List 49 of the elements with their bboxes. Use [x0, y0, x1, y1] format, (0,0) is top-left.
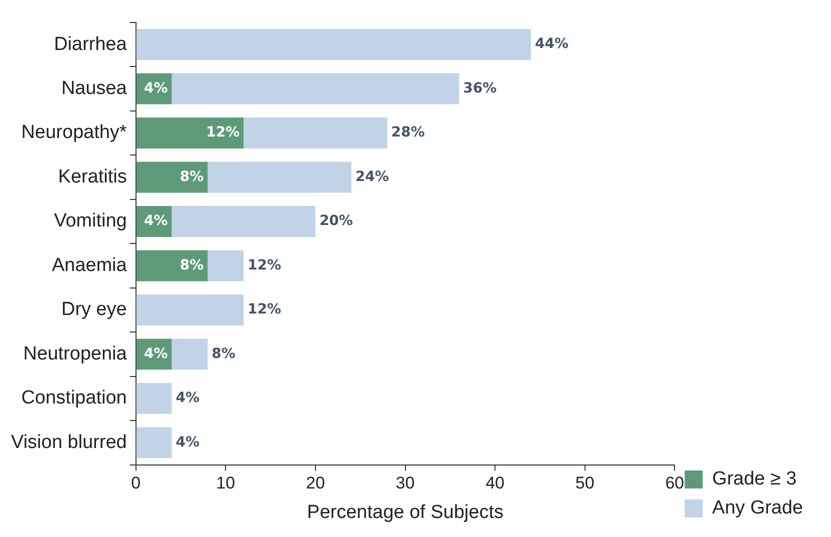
bar [208, 162, 352, 193]
y-tick-label: Neutropenia [23, 343, 128, 364]
data-label: 4% [144, 80, 168, 96]
bar [172, 73, 460, 104]
y-tick-label: Dry eye [61, 299, 127, 320]
x-tick-label: 10 [216, 474, 236, 493]
total-label: 24% [355, 168, 389, 185]
total-label: 28% [391, 124, 425, 141]
x-tick-label: 40 [486, 474, 505, 493]
total-label: 8% [212, 346, 236, 362]
total-label: 4% [176, 434, 200, 450]
bar [136, 29, 531, 60]
bar [136, 118, 244, 148]
data-label: 8% [180, 257, 204, 274]
total-label: 4% [176, 390, 200, 406]
y-tick-label: Keratitis [58, 166, 127, 188]
bar [136, 382, 172, 414]
bar [136, 427, 172, 458]
y-tick-label: Vision blurred [11, 432, 127, 453]
bar [244, 118, 388, 148]
x-tick-label: 20 [306, 474, 325, 493]
y-tick-label: Diarrhea [54, 34, 128, 55]
bar [136, 162, 208, 193]
total-label: 44% [534, 36, 568, 52]
bar [208, 250, 244, 282]
bar [172, 338, 208, 370]
y-tick-label: Nausea [61, 78, 128, 99]
y-tick-label: Neuropathy* [21, 122, 128, 144]
x-tick-label: 30 [396, 474, 415, 493]
data-label: 12% [206, 124, 240, 141]
data-label: 8% [180, 168, 204, 185]
x-tick-label: 50 [575, 474, 594, 493]
total-label: 12% [248, 257, 282, 274]
x-tick-label: 0 [131, 474, 141, 493]
y-tick-label: Constipation [21, 388, 127, 409]
y-tick-label: Vomiting [54, 210, 127, 232]
data-label: 4% [144, 213, 168, 230]
total-label: 12% [248, 302, 282, 318]
total-label: 36% [463, 80, 497, 96]
y-tick-label: Anaemia [52, 254, 128, 276]
x-axis-title: Percentage of Subjects [307, 502, 504, 523]
data-label: 4% [144, 346, 168, 362]
bar [136, 250, 208, 282]
total-label: 20% [319, 213, 353, 230]
legend-label: Grade ≥ 3 [712, 468, 797, 490]
bar [172, 206, 316, 237]
bar [136, 294, 244, 326]
x-tick-label: 60 [665, 474, 684, 493]
legend-label: Any Grade [712, 498, 804, 519]
